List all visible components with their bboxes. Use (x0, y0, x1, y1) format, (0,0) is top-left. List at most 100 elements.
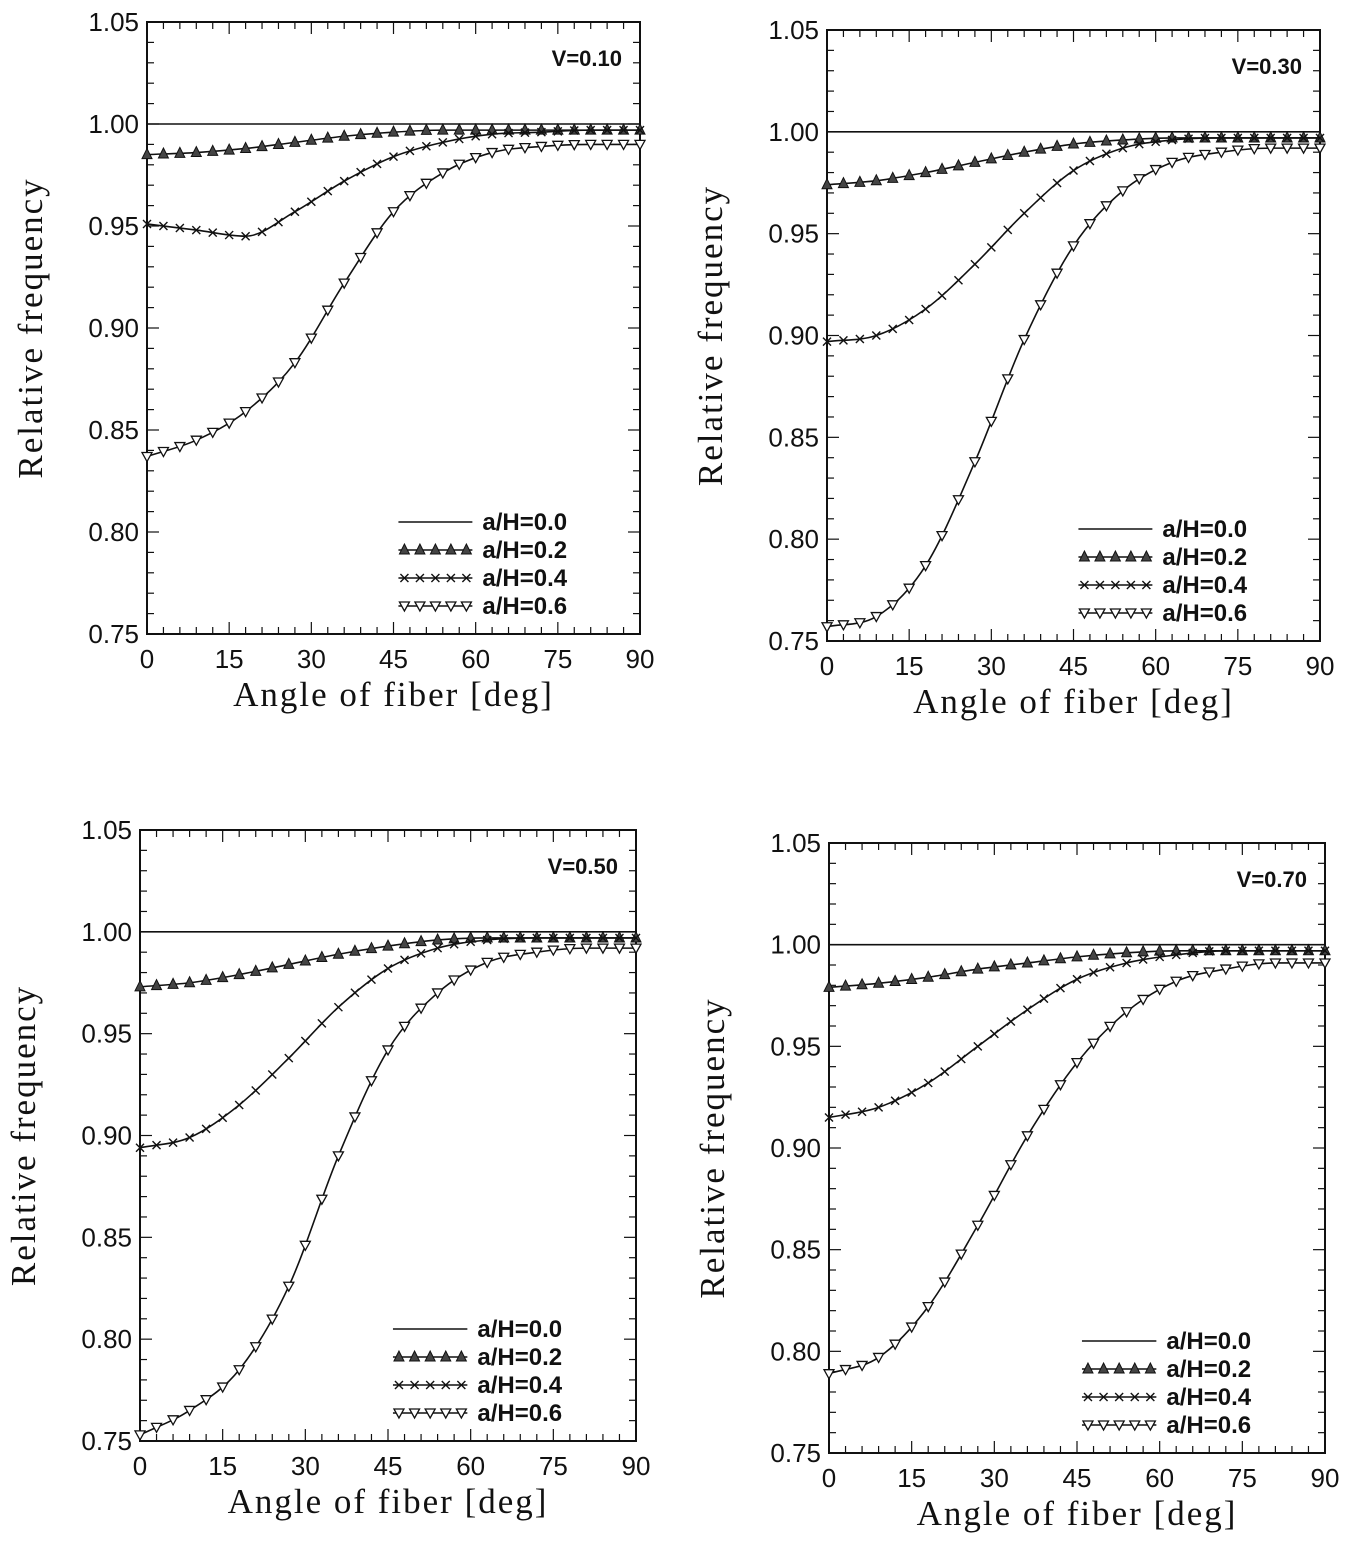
data-point (890, 1096, 900, 1106)
chart-panel-1: 0.75 0.80 0.85 0.90 0.95 1.00 1.05 0 15 30 45 60 75 9… (11, 7, 654, 714)
data-point (1001, 148, 1014, 160)
data-point (889, 1339, 902, 1351)
legend-marker (393, 1349, 405, 1362)
x-tick-label: 75 (1228, 1463, 1257, 1493)
data-point (1303, 946, 1313, 956)
data-point (466, 937, 476, 947)
data-point (1118, 143, 1128, 153)
data-point (922, 1301, 935, 1313)
data-point (249, 964, 262, 976)
chart-panel-3: 0.75 0.80 0.85 0.90 0.95 1.00 1.05 0 15 30 45 60 75 9… (4, 815, 650, 1521)
legend-marker (1097, 1361, 1110, 1374)
series-a-h-0-4 (824, 946, 1330, 1122)
data-point (613, 930, 626, 943)
data-point (937, 291, 947, 301)
x-tick-label: 30 (977, 651, 1006, 681)
data-point (1083, 219, 1097, 231)
data-point (152, 1140, 162, 1150)
data-point (1100, 133, 1113, 146)
data-point (986, 242, 996, 252)
data-point (1186, 970, 1199, 982)
data-point (174, 146, 186, 158)
data-point (822, 1369, 836, 1381)
data-point (1149, 164, 1162, 176)
y-tick-label: 0.95 (768, 219, 819, 249)
data-point (938, 967, 951, 980)
legend-entry: a/H=0.6 (398, 593, 567, 620)
data-point (889, 974, 901, 986)
legend-marker (408, 1349, 421, 1362)
legend-label: a/H=0.0 (482, 509, 567, 536)
data-point (300, 1036, 310, 1046)
data-point (497, 930, 510, 943)
data-point (239, 141, 252, 153)
y-tick-label: 0.95 (770, 1031, 821, 1061)
data-point (1153, 984, 1166, 996)
data-point (436, 123, 449, 135)
data-point (953, 275, 963, 285)
data-point (985, 416, 998, 428)
legend-label: a/H=0.6 (1166, 1412, 1251, 1439)
series-a-h-0-4 (822, 133, 1325, 347)
data-point (837, 620, 850, 632)
data-point (547, 945, 560, 957)
data-point (630, 930, 642, 943)
data-point (1137, 994, 1150, 1006)
legend-marker (394, 1380, 404, 1390)
x-tick-label: 0 (820, 651, 834, 681)
data-point (568, 123, 581, 135)
data-point (502, 123, 515, 135)
data-point (157, 446, 170, 458)
data-point (436, 168, 449, 180)
data-point (348, 1112, 362, 1124)
legend-marker (414, 542, 426, 555)
y-tick-label: 0.75 (770, 1438, 821, 1468)
y-tick-label: 1.00 (770, 930, 821, 960)
y-axis-title: Relative frequency (4, 985, 43, 1286)
legend-entry: a/H=0.0 (1078, 516, 1247, 543)
legend-label: a/H=0.2 (1166, 1356, 1251, 1383)
data-point (989, 1029, 999, 1039)
data-point (223, 142, 235, 155)
y-tick-label: 0.85 (768, 422, 819, 452)
series-a-h-0-2 (823, 943, 1331, 992)
data-point (387, 125, 400, 137)
data-point (1170, 976, 1183, 988)
y-tick-label: 0.90 (768, 321, 819, 351)
data-point (1313, 143, 1327, 155)
legend-marker (1145, 1392, 1155, 1402)
data-point (532, 933, 542, 943)
data-point (519, 123, 531, 135)
data-point (383, 963, 393, 973)
series-a-h-0-6 (140, 139, 647, 463)
data-point (988, 959, 1001, 972)
data-point (855, 1360, 869, 1372)
data-point (584, 139, 597, 151)
legend-marker (1144, 1361, 1157, 1374)
legend-marker (424, 1408, 437, 1420)
data-point (284, 1053, 294, 1063)
legend-marker (398, 542, 411, 555)
data-point (820, 622, 834, 634)
data-point (1182, 152, 1195, 164)
legend-marker (1128, 1420, 1141, 1432)
y-tick-label: 1.05 (88, 7, 139, 37)
data-point (338, 278, 351, 290)
legend-marker (444, 601, 457, 613)
legend-marker (461, 573, 471, 583)
data-point (1302, 958, 1315, 970)
data-point (1318, 958, 1332, 970)
data-point (822, 337, 832, 347)
data-point (1022, 1005, 1032, 1015)
x-tick-label: 60 (1141, 651, 1170, 681)
data-point (601, 123, 613, 135)
data-point (536, 127, 546, 137)
data-point (398, 936, 411, 949)
data-point (338, 129, 351, 141)
data-point (216, 1382, 229, 1394)
legend-marker (1095, 580, 1105, 590)
data-point (504, 128, 514, 138)
data-point (871, 331, 881, 340)
data-point (569, 126, 579, 135)
series-line (826, 137, 1320, 343)
